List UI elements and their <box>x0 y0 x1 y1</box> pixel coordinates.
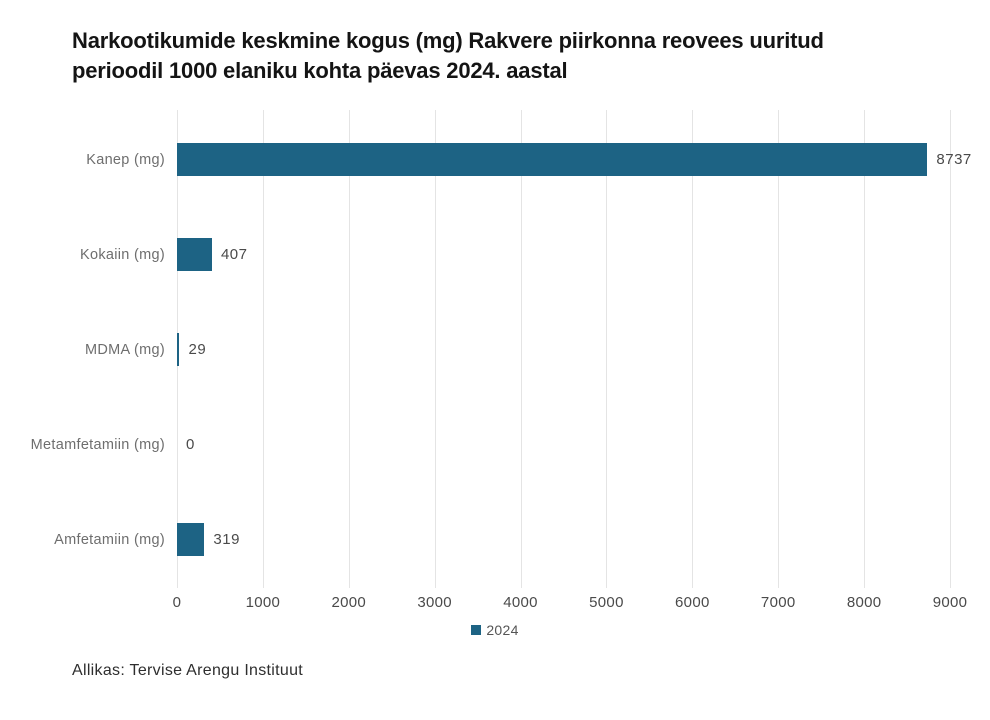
bar-amfetamiin-mg[interactable] <box>177 523 205 556</box>
value-label-1: 407 <box>220 246 248 263</box>
legend: 2024 <box>0 622 990 638</box>
x-tick-label-2000: 2000 <box>331 594 367 611</box>
x-tick-label-9000: 9000 <box>932 594 968 611</box>
x-tick-label-3000: 3000 <box>417 594 452 611</box>
plot-area: 8737 407 29 0 319 <box>177 110 971 588</box>
source-note: Allikas: Tervise Arengu Instituut <box>72 662 304 679</box>
gridline-5000 <box>606 110 608 588</box>
legend-item-2024[interactable]: 2024 <box>471 622 518 638</box>
gridline-8000 <box>864 110 866 588</box>
chart-title-line-1: Narkootikumide keskmine kogus (mg) Rakve… <box>72 28 824 53</box>
gridline-1000 <box>262 110 264 588</box>
x-tick-label-7000: 7000 <box>760 594 796 611</box>
gridline-2000 <box>348 110 350 588</box>
category-label-0: Kanep (mg) <box>86 151 165 168</box>
category-label-4: Amfetamiin (mg) <box>54 531 165 548</box>
bar-kokaiin-mg[interactable] <box>177 238 212 271</box>
value-axis: 0 1000 2000 3000 4000 5000 6000 7000 8000 9000 <box>0 594 990 614</box>
legend-label: 2024 <box>486 622 519 638</box>
value-label-3: 0 <box>186 436 195 453</box>
x-tick-label-4000: 4000 <box>503 594 538 611</box>
category-axis: Kanep (mg) Kokaiin (mg) MDMA (mg) Metamfeta… <box>0 110 165 588</box>
gridline-6000 <box>692 110 694 588</box>
legend-marker-icon <box>471 625 482 635</box>
x-tick-label-0: 0 <box>172 594 182 611</box>
category-label-3: Metamfetamiin (mg) <box>30 436 165 453</box>
chart-title: Narkootikumide keskmine kogus (mg) Rakve… <box>72 26 952 86</box>
gridline-3000 <box>434 110 436 588</box>
x-tick-label-8000: 8000 <box>846 594 882 611</box>
value-label-0: 8737 <box>936 151 972 168</box>
category-label-2: MDMA (mg) <box>84 341 165 358</box>
value-label-4: 319 <box>213 531 240 548</box>
gridline-9000 <box>950 110 951 588</box>
x-tick-label-5000: 5000 <box>589 594 624 611</box>
chart-title-line-2: perioodil 1000 elaniku kohta päevas 2024… <box>72 58 568 83</box>
gridline-7000 <box>778 110 780 588</box>
x-tick-label-6000: 6000 <box>675 594 710 611</box>
category-label-1: Kokaiin (mg) <box>80 246 165 263</box>
bar-mdma-mg[interactable] <box>177 333 180 366</box>
value-label-2: 29 <box>188 341 207 358</box>
gridline-4000 <box>520 110 522 588</box>
x-tick-label-1000: 1000 <box>245 594 281 611</box>
bar-kanep-mg[interactable] <box>177 143 928 176</box>
